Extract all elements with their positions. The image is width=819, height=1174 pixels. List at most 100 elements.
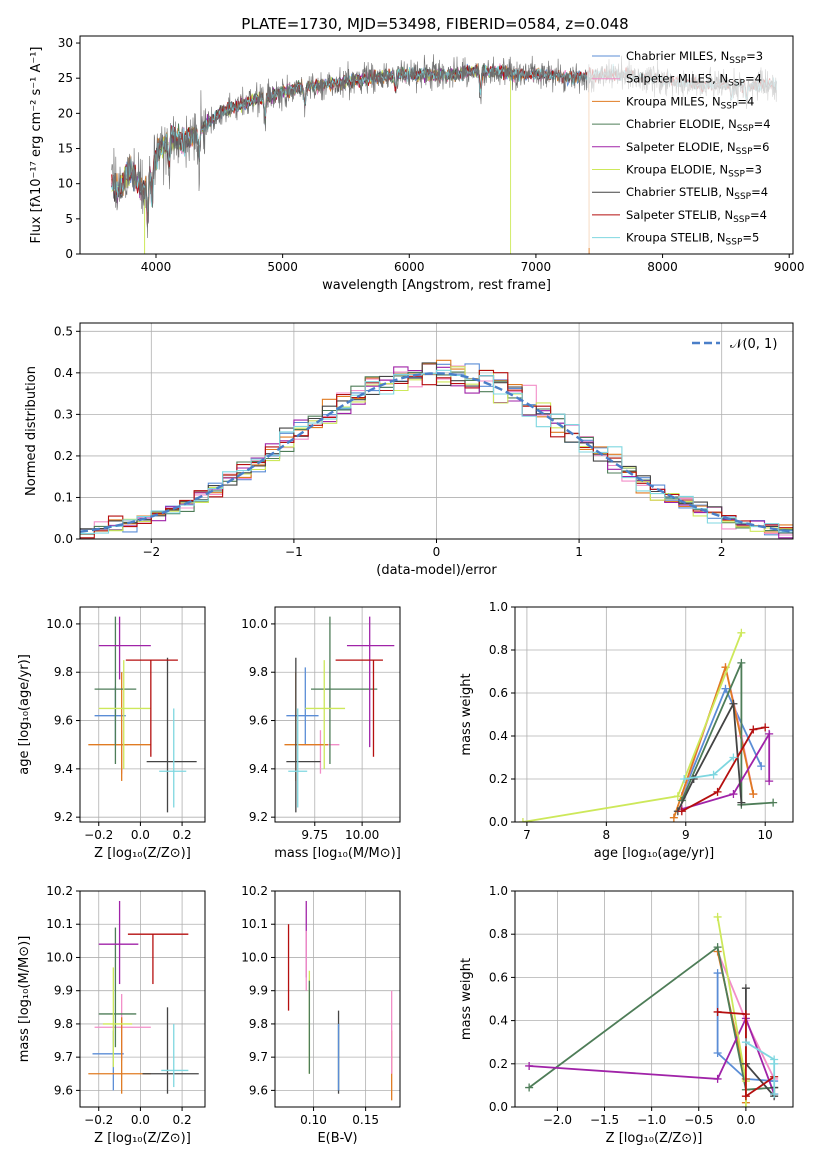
legend-spectrum: Chabrier MILES, NSSP=3 Salpeter MILES, NS…	[587, 42, 790, 248]
x-tick-label: 9000	[774, 260, 805, 274]
y-tick-label: 9.4	[54, 762, 73, 776]
weight-marker	[525, 1083, 534, 1092]
errorbar-point	[88, 1017, 151, 1094]
x-tick-label: 2	[718, 545, 726, 559]
axes-residuals: −2 −1 0 1 2 0.0 0.1 0.2 0.3 0.4 0.5 (data-model)/er…	[24, 322, 794, 578]
x-tick-label: −2	[142, 545, 160, 559]
errorbar-point	[286, 657, 321, 813]
weight-line-salpeter-stelib	[717, 1011, 775, 1098]
x-axis-label: mass [log₁₀(M/M⊙)]	[274, 846, 401, 861]
weight-marker	[713, 1007, 722, 1016]
errorbar-point	[98, 660, 151, 769]
y-tick-label: 0.6	[489, 970, 508, 984]
y-tick-label: 0.2	[54, 449, 73, 463]
y-tick-label: 9.2	[249, 810, 268, 824]
axes-frame	[514, 606, 794, 823]
y-axis-label: age [log₁₀(age/yr)]	[17, 654, 32, 775]
x-tick-label: 0.15	[352, 1113, 379, 1127]
errorbar-point	[305, 660, 346, 769]
weight-marker	[741, 1103, 750, 1107]
y-tick-label: 9.6	[54, 1083, 73, 1097]
legend-label: Kroupa STELIB, NSSP=5	[626, 231, 759, 248]
x-tick-label: 9.75	[301, 828, 328, 842]
spectrum-model-kroupa-elodie	[111, 66, 512, 254]
weight-marker	[749, 725, 758, 734]
y-tick-label: 10	[58, 177, 73, 191]
weight-marker	[713, 912, 722, 921]
weight-line-chabrier-stelib	[676, 700, 743, 812]
x-tick-label: 0.0	[131, 828, 150, 842]
weight-marker	[713, 1074, 722, 1083]
y-tick-label: 0	[65, 247, 73, 261]
legend-residuals: 𝒩(0, 1)	[692, 337, 777, 352]
y-tick-label: 1.0	[489, 884, 508, 898]
histogram-salpeter-stelib	[80, 369, 793, 539]
weight-line-chabrier-elodie	[680, 662, 774, 806]
x-tick-label: 0.0	[131, 1113, 150, 1127]
x-tick-label: 7	[523, 828, 531, 842]
x-tick-label: 8000	[647, 260, 678, 274]
legend-label: Salpeter ELODIE, NSSP=6	[626, 140, 769, 157]
x-tick-label: 0.0	[736, 1113, 755, 1127]
weight-marker	[737, 798, 746, 807]
x-tick-label: 6000	[394, 260, 425, 274]
weight-marker	[741, 984, 750, 993]
legend-label: Chabrier ELODIE, NSSP=4	[626, 117, 771, 134]
y-axis-label: mass [log₁₀(M/M⊙)]	[17, 936, 32, 1063]
plot-area-residuals	[80, 359, 793, 539]
errorbar-point	[102, 967, 133, 1068]
errorbar-point	[98, 927, 137, 1048]
errorbar-point	[346, 616, 395, 748]
legend-label: Kroupa MILES, NSSP=4	[626, 94, 754, 111]
x-tick-label: 10.00	[345, 828, 379, 842]
axes-frame	[514, 890, 794, 1108]
y-tick-label: 0.0	[489, 815, 508, 829]
x-tick-label: 4000	[141, 260, 172, 274]
errorbar-point	[310, 616, 378, 765]
y-axis-label: Normed distribution	[24, 366, 39, 496]
weight-marker	[749, 790, 758, 799]
weight-marker	[713, 1049, 722, 1057]
histogram-kroupa-miles	[80, 359, 793, 535]
histogram-kroupa-stelib	[80, 369, 793, 534]
y-tick-label: 9.8	[54, 1017, 73, 1031]
errorbar-point	[125, 659, 178, 757]
x-tick-label: 9	[682, 828, 690, 842]
y-tick-label: 10.0	[46, 617, 73, 631]
weight-line-chabrier-elodie	[528, 945, 775, 1091]
x-tick-label: 8	[603, 828, 611, 842]
weight-marker	[765, 777, 774, 786]
plot-area-mass-vs-Z	[88, 900, 199, 1094]
y-tick-label: 0.4	[489, 1014, 508, 1028]
weight-marker	[770, 1059, 779, 1068]
y-tick-label: 0.0	[489, 1100, 508, 1114]
x-axis-label: Z [log₁₀(Z/Z⊙)]	[94, 1131, 191, 1146]
weight-marker	[713, 943, 722, 952]
weight-marker	[713, 969, 722, 978]
y-tick-label: 0.5	[54, 324, 73, 338]
x-tick-label: −0.5	[684, 1113, 713, 1127]
x-axis-label: age [log₁₀(age/yr)]	[594, 846, 715, 861]
weight-marker	[729, 790, 738, 799]
weight-marker	[737, 628, 746, 637]
y-tick-label: 10.1	[46, 917, 73, 931]
axes-mass-vs-Z: −0.2 0.0 0.2 9.6 9.7 9.8 9.9 10.0 10.1 10.2 Z [log…	[17, 884, 206, 1146]
axes-age-vs-mass: 9.75 10.00 9.2 9.4 9.6 9.8 10.0 mass [log₁₀(M/M…	[241, 606, 401, 861]
axes-weight-vs-age: 7 8 9 10 0.0 0.2 0.4 0.6 0.8 1.0 age [log₁₀(age/yr…	[459, 600, 794, 861]
errorbar-point	[335, 659, 383, 757]
y-tick-label: 10.0	[46, 950, 73, 964]
y-tick-label: 9.8	[249, 1017, 268, 1031]
weight-marker	[761, 723, 770, 732]
weight-marker	[770, 1090, 779, 1099]
y-tick-label: 9.8	[54, 665, 73, 679]
frame-spectrum: 4000 5000 6000 7000 8000 9000 0 5 10 15 20 25 30 wave…	[29, 35, 805, 293]
y-tick-label: 20	[58, 106, 73, 120]
x-axis-label: E(B-V)	[317, 1131, 357, 1146]
x-axis-label: (data-model)/error	[376, 563, 497, 578]
x-tick-label: −0.2	[84, 1113, 113, 1127]
weight-marker	[689, 775, 698, 783]
axes-spectrum: 4000 5000 6000 7000 8000 9000 0 5 10 15 20 25 30 wave…	[29, 35, 805, 293]
errorbar-point	[301, 730, 340, 774]
y-tick-label: 10.2	[46, 884, 73, 898]
weight-marker	[721, 684, 730, 693]
